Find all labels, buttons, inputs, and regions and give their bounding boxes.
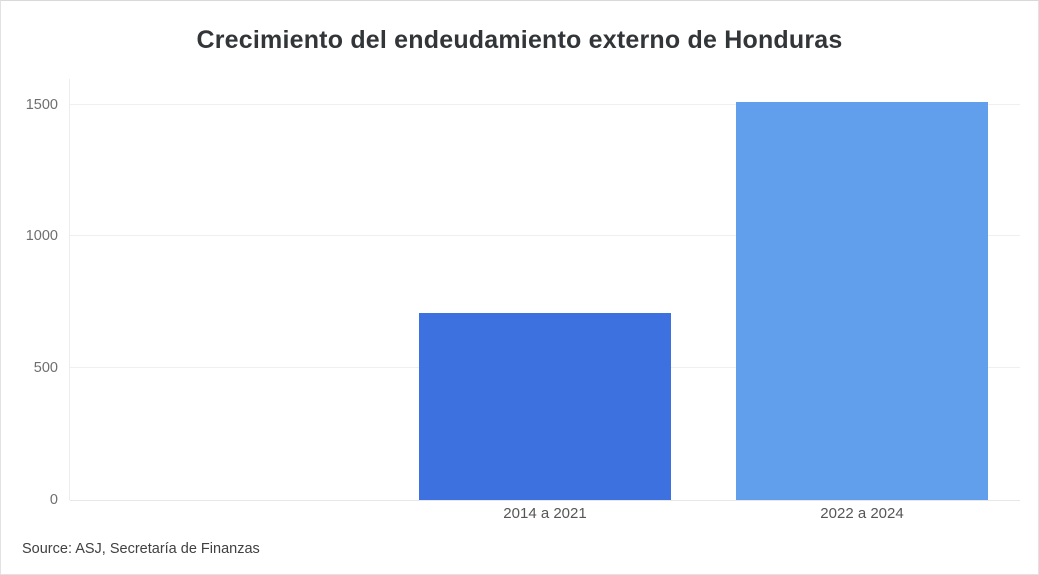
plot-area bbox=[70, 81, 1020, 501]
y-tick-label-500: 500 bbox=[33, 360, 58, 377]
gridline-1000 bbox=[70, 235, 1020, 237]
y-tick-label-1000: 1000 bbox=[25, 228, 58, 245]
gridline-1500 bbox=[70, 103, 1020, 105]
chart-title: Crecimiento del endeudamiento externo de… bbox=[196, 26, 843, 54]
gridline-0 bbox=[70, 500, 1020, 501]
x-tick-label-2022-a-2024: 2022 a 2024 bbox=[820, 505, 904, 522]
y-axis-line bbox=[69, 79, 70, 500]
y-tick-label-1500: 1500 bbox=[25, 96, 58, 113]
bar-2022-a-2024 bbox=[736, 102, 988, 500]
source-note: Source: ASJ, Secretaría de Finanzas bbox=[22, 541, 260, 557]
bar-2014-a-2021 bbox=[419, 313, 671, 500]
y-tick-label-0: 0 bbox=[49, 492, 58, 508]
x-tick-label-2014-a-2021: 2014 a 2021 bbox=[503, 505, 587, 522]
